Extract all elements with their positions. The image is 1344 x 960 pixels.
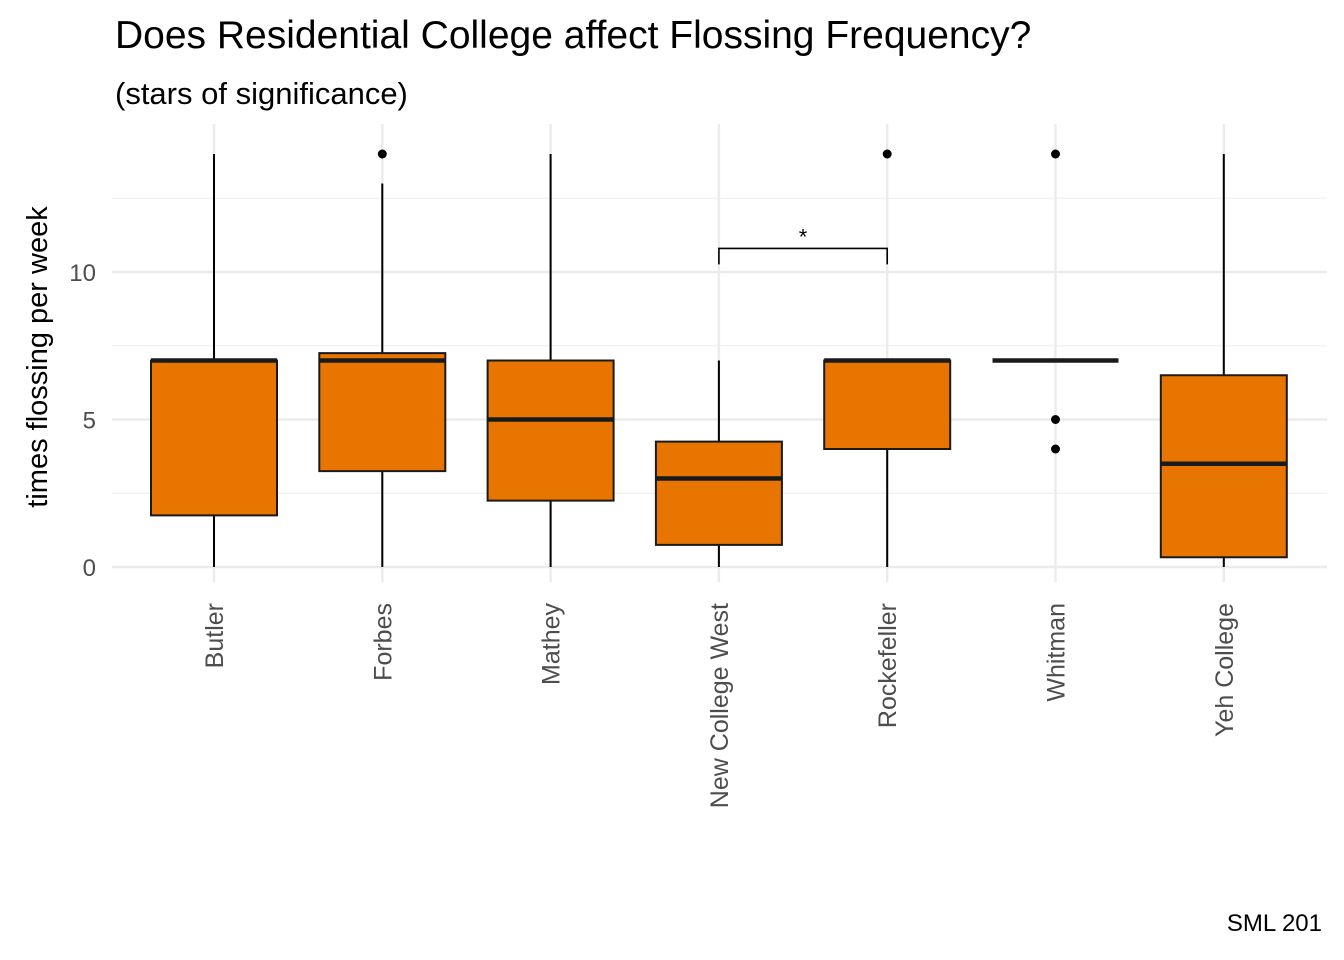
y-tick-label: 0 (83, 555, 96, 582)
box-body (318, 352, 447, 473)
x-tick-label: Mathey (538, 603, 566, 685)
outlier-point (1051, 415, 1060, 424)
box-body (654, 440, 783, 546)
x-tick-label: Butler (201, 603, 229, 668)
x-tick-label: Yeh College (1211, 603, 1239, 737)
box-body (1159, 374, 1288, 559)
chart-title: Does Residential College affect Flossing… (115, 14, 1032, 57)
outlier-point (882, 149, 892, 159)
x-tick-label: New College West (706, 603, 734, 808)
box-forbes (318, 149, 447, 567)
outlier-point (1051, 149, 1060, 159)
y-axis-ticks: 0 5 10 (69, 260, 96, 582)
y-tick-label: 5 (83, 408, 96, 435)
significance-stars: * (799, 224, 808, 249)
box-body (486, 359, 615, 502)
box-butler (150, 154, 278, 567)
box-yeh-college (1159, 154, 1288, 567)
x-axis-ticks: Butler Forbes Mathey New College West Rockef… (201, 603, 1239, 809)
box-body (150, 359, 278, 517)
box-whitman (992, 149, 1119, 454)
x-tick-label: Rockefeller (874, 603, 902, 728)
outlier-point (1051, 444, 1060, 454)
box-rockefeller (823, 149, 952, 567)
significance-bracket: * (718, 224, 889, 265)
x-tick-label: Whitman (1043, 603, 1071, 702)
box-new-college-west (654, 360, 783, 567)
outlier-point (377, 149, 387, 159)
box-mathey (486, 154, 615, 567)
annotations: * (718, 224, 889, 265)
boxes (150, 149, 1288, 567)
box-body (823, 359, 952, 450)
y-tick-label: 10 (69, 260, 96, 287)
x-tick-label: Forbes (369, 603, 397, 681)
y-axis-label: times flossing per week (22, 206, 54, 508)
chart-caption: SML 201 (1226, 910, 1322, 937)
chart-subtitle: (stars of significance) (115, 76, 408, 111)
bracket-line (718, 247, 889, 265)
